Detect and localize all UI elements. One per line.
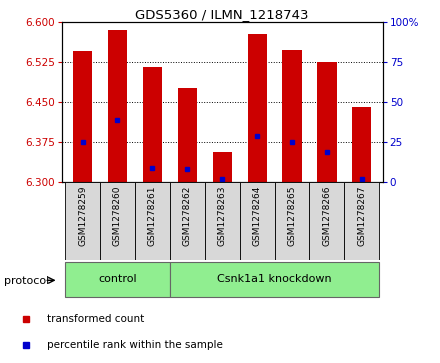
Bar	[170, 182, 205, 260]
Bar	[205, 182, 240, 260]
Text: GSM1278259: GSM1278259	[78, 185, 87, 246]
Text: GSM1278264: GSM1278264	[253, 185, 262, 246]
Bar	[100, 182, 135, 260]
Text: control: control	[98, 274, 137, 284]
Text: GSM1278267: GSM1278267	[357, 185, 367, 246]
Bar	[65, 261, 170, 298]
Text: Csnk1a1 knockdown: Csnk1a1 knockdown	[217, 274, 332, 284]
Bar	[345, 182, 379, 260]
Bar	[309, 182, 345, 260]
Bar	[143, 67, 162, 182]
Title: GDS5360 / ILMN_1218743: GDS5360 / ILMN_1218743	[136, 8, 309, 21]
Bar	[170, 261, 379, 298]
Bar	[317, 62, 337, 182]
Bar	[352, 107, 371, 182]
Text: GSM1278261: GSM1278261	[148, 185, 157, 246]
Text: GSM1278262: GSM1278262	[183, 185, 192, 246]
Bar	[248, 34, 267, 182]
Bar	[213, 152, 232, 182]
Bar	[135, 182, 170, 260]
Bar	[65, 182, 100, 260]
Text: percentile rank within the sample: percentile rank within the sample	[47, 340, 223, 350]
Text: GSM1278265: GSM1278265	[287, 185, 297, 246]
Bar	[240, 182, 275, 260]
Bar	[108, 30, 127, 181]
Bar	[73, 51, 92, 182]
Text: protocol: protocol	[4, 276, 50, 286]
Bar	[275, 182, 309, 260]
Bar	[282, 50, 302, 182]
Text: GSM1278266: GSM1278266	[323, 185, 331, 246]
Bar	[178, 88, 197, 182]
Text: GSM1278260: GSM1278260	[113, 185, 122, 246]
Text: transformed count: transformed count	[47, 314, 144, 324]
Text: GSM1278263: GSM1278263	[218, 185, 227, 246]
